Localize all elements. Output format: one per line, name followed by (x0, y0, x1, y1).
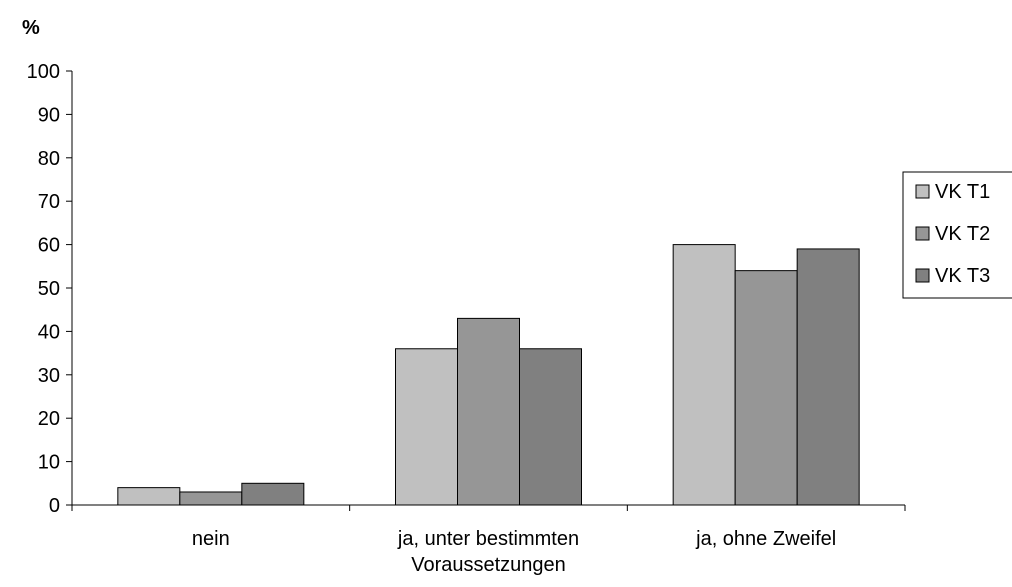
legend-label: VK T1 (935, 181, 990, 203)
y-tick-label: 90 (38, 104, 60, 126)
y-tick-label: 40 (38, 321, 60, 343)
y-tick-label: 20 (38, 408, 60, 430)
legend-swatch (915, 184, 930, 199)
bar (117, 487, 181, 506)
y-axis-label: % (22, 17, 40, 39)
bar (457, 317, 520, 506)
y-tick-label: 50 (38, 278, 60, 300)
bar (796, 248, 860, 506)
bar (179, 491, 243, 506)
bar (519, 348, 582, 506)
legend-label: VK T2 (935, 223, 990, 245)
bar (395, 348, 458, 506)
axes: 0 10 20 30 40 50 60 70 80 90 100 nein ja, unter best… (27, 61, 906, 576)
legend-swatch (915, 268, 930, 283)
y-tick-label: 60 (38, 235, 60, 257)
x-tick-label: ja, unter bestimmten (397, 528, 579, 550)
legend-label: VK T3 (935, 265, 990, 287)
y-tick-label: 30 (38, 365, 60, 387)
y-tick-label: 100 (27, 61, 60, 83)
legend-swatch (915, 226, 930, 241)
bar (734, 270, 798, 506)
bar (241, 482, 305, 506)
x-tick-label: ja, ohne Zweifel (695, 528, 836, 550)
x-tick-label: nein (192, 528, 230, 550)
y-tick-label: 80 (38, 148, 60, 170)
y-tick-label: 0 (49, 495, 60, 517)
bars (117, 244, 860, 506)
legend: VK T1 VK T2 VK T3 (902, 171, 1012, 299)
y-tick-label: 70 (38, 191, 60, 213)
x-tick-label: Voraussetzungen (411, 554, 566, 576)
bar (672, 244, 736, 506)
y-tick-label: 10 (38, 452, 60, 474)
